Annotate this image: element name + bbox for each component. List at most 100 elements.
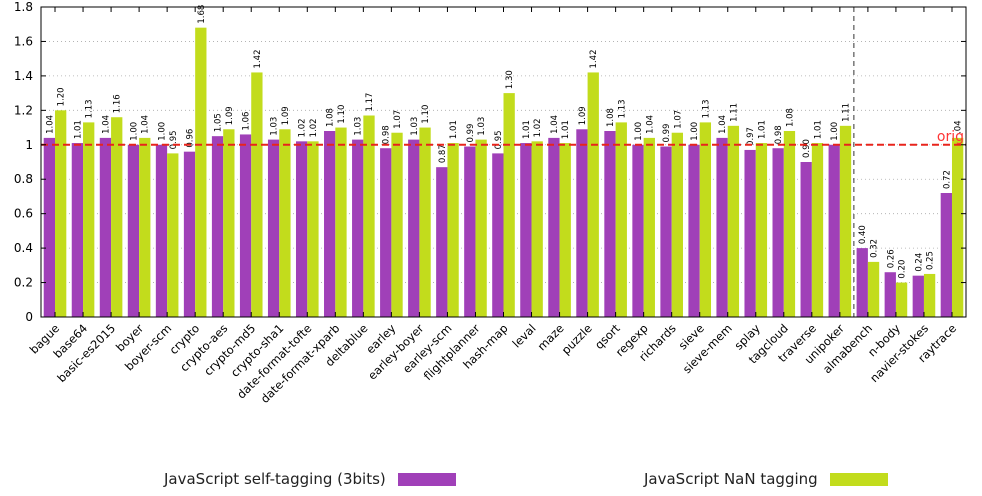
value-label: 1.04 — [101, 115, 111, 134]
bar — [828, 144, 840, 317]
bar — [699, 122, 712, 317]
bar — [531, 141, 543, 317]
legend-label-self-tagging: JavaScript self-tagging (3bits) — [164, 470, 386, 488]
bar — [139, 137, 151, 317]
bar — [632, 144, 644, 317]
value-labels: 1.041.201.011.131.041.161.00 1.04 1.00 0.95… — [45, 5, 963, 279]
value-label: 1.05 — [214, 113, 224, 132]
bar — [183, 151, 196, 317]
value-label: .04 — [954, 120, 964, 134]
value-label: 1.13 — [617, 99, 627, 118]
value-label: 1.04 — [550, 115, 560, 134]
value-label: 1.02 — [298, 118, 308, 137]
bar — [436, 167, 448, 317]
value-label: 1.11 — [842, 103, 852, 122]
bar — [447, 143, 459, 317]
y-tick-label: 1.6 — [14, 34, 33, 48]
value-label: 1.08 — [326, 108, 336, 127]
value-label: 1.10 — [337, 105, 347, 124]
y-tick-label: 1 — [25, 138, 33, 152]
value-label: 0.32 — [870, 239, 880, 258]
y-axis: 0 0.2 0.4 0.6 0.8 1 1.2 1.4 1.6 1.8 — [14, 0, 966, 324]
bar — [419, 127, 431, 317]
bar — [895, 282, 908, 317]
legend-item-nan-tagging: JavaScript NaN tagging — [644, 470, 888, 488]
bar — [951, 137, 964, 317]
value-label: 1.00 — [634, 122, 644, 141]
value-label: 1.01 — [561, 120, 571, 139]
bar — [884, 272, 896, 317]
bar — [380, 148, 392, 317]
bar — [604, 131, 616, 317]
bar — [83, 122, 95, 317]
value-label: 1.00 — [157, 122, 167, 141]
bar — [408, 139, 420, 317]
bar — [211, 136, 224, 317]
bar — [800, 162, 812, 317]
bar — [492, 153, 504, 317]
bar — [43, 137, 56, 317]
bar — [755, 143, 768, 317]
value-label: 1.01 — [449, 120, 459, 139]
bar — [475, 139, 487, 317]
value-label: 1.11 — [729, 103, 739, 122]
value-label: 1.00 — [690, 122, 700, 141]
value-label: 1.17 — [365, 93, 375, 112]
value-label: 0.40 — [858, 225, 868, 244]
bar — [643, 137, 655, 317]
value-label: 1.01 — [522, 120, 532, 139]
value-label: 0.26 — [886, 249, 896, 268]
bar — [335, 127, 347, 317]
value-label: 1.03 — [270, 117, 280, 136]
bar — [772, 148, 784, 317]
bar — [363, 115, 375, 317]
bar — [239, 134, 252, 317]
value-label: 1.09 — [225, 106, 235, 125]
value-label: 0.99 — [466, 124, 476, 143]
value-label: 1.16 — [113, 94, 123, 113]
bar — [688, 144, 700, 317]
value-label: 1.04 — [141, 115, 151, 134]
orig-label: orig — [937, 129, 964, 145]
value-label: 0.98 — [774, 125, 784, 144]
bar — [559, 143, 571, 317]
y-tick-label: 0.8 — [14, 172, 33, 186]
value-label: 0.97 — [746, 127, 756, 146]
legend-swatch-self-tagging — [397, 472, 456, 486]
value-label: 1.00 — [129, 122, 139, 141]
y-tick-label: 0 — [25, 310, 33, 324]
bar — [195, 27, 207, 318]
value-label: 0.90 — [802, 139, 812, 158]
bar — [324, 131, 336, 317]
bar — [352, 139, 364, 317]
bar — [923, 273, 936, 317]
bar — [307, 141, 319, 317]
bar — [295, 141, 308, 317]
value-label: 1.01 — [757, 120, 767, 139]
value-label: 0.95 — [494, 130, 504, 149]
legend-label-nan-tagging: JavaScript NaN tagging — [644, 470, 818, 488]
y-tick-label: 1.4 — [14, 69, 33, 83]
value-label: 1.07 — [673, 110, 683, 129]
value-label: 1.42 — [589, 50, 599, 69]
value-label: 0.24 — [914, 253, 924, 272]
value-label: 1.10 — [421, 105, 431, 124]
bar — [464, 146, 476, 317]
value-label: 1.03 — [477, 117, 487, 136]
bar — [783, 131, 796, 317]
value-label: 1.09 — [578, 106, 588, 125]
bar — [912, 275, 924, 317]
value-label: 0.25 — [926, 251, 936, 270]
value-label: 1.06 — [242, 112, 252, 131]
bar — [127, 144, 140, 317]
bar — [587, 72, 599, 317]
bar — [99, 137, 112, 317]
bar — [856, 248, 868, 317]
bar — [267, 139, 280, 317]
x-tick-label: puzzle — [559, 321, 595, 357]
value-label: 1.01 — [813, 120, 823, 139]
bar — [671, 132, 683, 317]
value-label: 1.30 — [505, 70, 515, 89]
bar — [251, 72, 263, 317]
legend-item-self-tagging: JavaScript self-tagging (3bits) — [164, 470, 456, 488]
